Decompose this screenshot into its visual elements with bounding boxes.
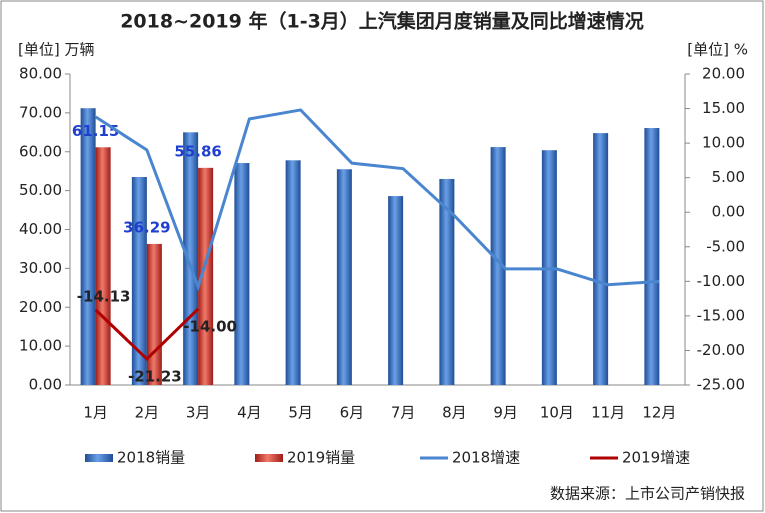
chart-title: 2018~2019 年（1-3月）上汽集团月度销量及同比增速情况 [120, 10, 644, 33]
bar [95, 147, 111, 385]
y2-tick-label: -20.00 [697, 341, 745, 359]
y2-tick-label: 15.00 [702, 99, 745, 117]
y-tick-label: 0.00 [29, 376, 62, 394]
line [94, 307, 200, 362]
y2-tick-label: -25.00 [697, 376, 745, 394]
x-tick-label: 5月 [288, 404, 313, 422]
y-tick-label: 20.00 [19, 298, 62, 316]
bar [593, 133, 609, 385]
y-axis-label: [单位] 万辆 [18, 41, 94, 59]
legend-label: 2019增速 [622, 449, 690, 467]
y2-tick-label: -10.00 [697, 272, 745, 290]
y2-tick-label: 10.00 [702, 134, 745, 152]
legend-label: 2019销量 [287, 449, 355, 467]
bar [80, 108, 96, 386]
y2-axis-label: [单位] % [687, 41, 748, 59]
x-tick-label: 8月 [442, 404, 467, 422]
bar [198, 167, 214, 385]
data-label: 61.15 [72, 122, 119, 140]
data-label: -21.23 [128, 367, 182, 385]
y-tick-label: 40.00 [19, 220, 62, 238]
bar [336, 169, 352, 385]
x-tick-label: 2月 [135, 404, 160, 422]
y2-tick-label: 20.00 [702, 65, 745, 83]
y-tick-label: 10.00 [19, 337, 62, 355]
bar [388, 196, 404, 385]
y2-tick-label: 0.00 [712, 203, 745, 221]
x-tick-label: 12月 [642, 404, 676, 422]
y2-tick-label: 5.00 [712, 168, 745, 186]
bar [146, 243, 162, 385]
x-tick-label: 9月 [493, 404, 518, 422]
y2-tick-label: -5.00 [706, 237, 745, 255]
data-label: 36.29 [123, 218, 170, 236]
x-tick-label: 10月 [540, 404, 574, 422]
bar [183, 132, 199, 385]
data-label: -14.00 [183, 317, 237, 335]
x-tick-label: 1月 [83, 404, 108, 422]
line [94, 108, 660, 292]
bar [131, 177, 147, 385]
bar [644, 128, 660, 385]
data-label: -14.13 [77, 287, 131, 305]
legend-swatch [85, 454, 113, 462]
x-tick-label: 3月 [186, 404, 211, 422]
legend-label: 2018销量 [117, 449, 185, 467]
source: 数据来源：上市公司产销快报 [550, 485, 745, 503]
x-tick-label: 6月 [340, 404, 365, 422]
y-tick-label: 50.00 [19, 181, 62, 199]
bar [285, 160, 301, 385]
bar [439, 178, 455, 385]
y2-tick-label: -15.00 [697, 306, 745, 324]
bar [490, 147, 506, 385]
data-label: 55.86 [174, 142, 221, 160]
x-tick-label: 7月 [391, 404, 416, 422]
legend-swatch [255, 454, 283, 462]
legend-label: 2018增速 [452, 449, 520, 467]
x-tick-label: 11月 [591, 404, 625, 422]
y-tick-label: 80.00 [19, 65, 62, 83]
x-tick-label: 4月 [237, 404, 262, 422]
y-tick-label: 60.00 [19, 142, 62, 160]
y-tick-label: 30.00 [19, 259, 62, 277]
bar [234, 163, 250, 385]
y-tick-label: 70.00 [19, 103, 62, 121]
